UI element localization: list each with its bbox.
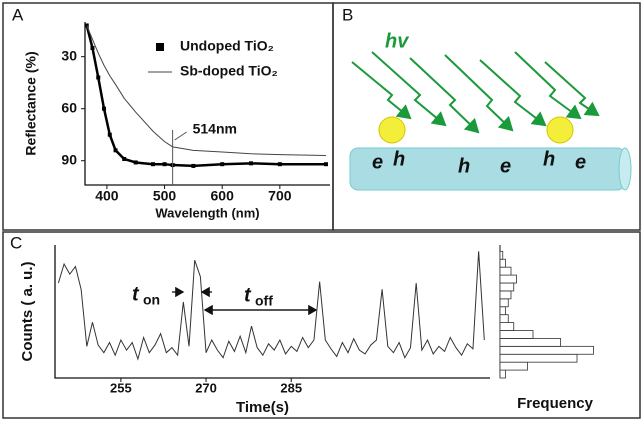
x-tick-label: 255	[110, 380, 132, 395]
x-tick-label: 270	[195, 380, 217, 395]
panel-label: B	[342, 5, 353, 24]
marker	[133, 160, 138, 165]
series-line	[86, 25, 326, 157]
axes	[54, 245, 490, 379]
y-axis-label: Counts ( a. u.)	[19, 262, 36, 362]
marker	[191, 163, 196, 168]
rod-end	[618, 147, 632, 191]
marker	[162, 162, 167, 167]
hist-bar	[499, 266, 512, 276]
marker	[151, 162, 156, 167]
x-tick-label: 400	[95, 188, 119, 204]
y-tick-label: 90	[61, 151, 77, 167]
panel-label: C	[10, 233, 22, 252]
diagram: hv e h h e h e	[349, 30, 632, 191]
carrier: h	[543, 148, 555, 170]
x-tick-label: 500	[153, 188, 177, 204]
marker	[107, 132, 112, 137]
y-axis-label: Reflectance (%)	[23, 51, 39, 155]
y-tick-label: 60	[61, 99, 77, 115]
hist-bar	[499, 290, 512, 300]
x-tick-label: 285	[280, 380, 302, 395]
panel-label: A	[12, 5, 24, 24]
y-tick-label: 30	[61, 47, 77, 63]
marker	[277, 162, 282, 167]
carrier: e	[500, 155, 511, 177]
legend-label: Undoped TiO₂	[180, 38, 274, 54]
hist-bar	[499, 361, 528, 371]
carrier: e	[372, 151, 383, 173]
hist-bar	[499, 322, 515, 331]
hist-bar	[499, 353, 578, 363]
annotation-sub: on	[143, 292, 160, 308]
annotation-leader	[174, 131, 187, 141]
marker	[323, 162, 328, 167]
marker	[220, 162, 225, 167]
annotation-t: t	[244, 284, 252, 306]
hist-bar	[499, 369, 506, 379]
x-axis-label: Wavelength (nm)	[155, 205, 259, 220]
carrier: h	[393, 148, 405, 170]
marker	[90, 46, 95, 51]
marker	[113, 148, 118, 153]
axes	[84, 22, 330, 186]
photon-label: hv	[385, 30, 410, 52]
annotation-sub: off	[255, 293, 273, 309]
carrier: e	[575, 151, 586, 173]
trace	[57, 251, 485, 361]
x-axis-label: Frequency	[517, 395, 594, 412]
x-tick-label: 700	[268, 188, 292, 204]
hist-bar	[499, 314, 509, 323]
x-axis-label: Time(s)	[236, 399, 289, 416]
x-tick-label: 600	[211, 188, 235, 204]
legend-marker	[156, 43, 164, 51]
legend-label: Sb-doped TiO₂	[180, 63, 278, 79]
annotation-t: t	[132, 283, 140, 305]
panel-b-frame	[332, 2, 641, 231]
marker	[249, 161, 254, 166]
hist-bar	[499, 338, 561, 347]
hist-bar	[499, 258, 506, 268]
hist-bar	[499, 250, 504, 260]
hist-bar	[499, 282, 515, 292]
marker	[122, 156, 127, 161]
carrier: h	[458, 155, 470, 177]
hist-bar	[499, 306, 506, 316]
panel-c-frame	[2, 231, 641, 419]
hist-bar	[499, 330, 534, 339]
marker	[102, 106, 107, 111]
annotation: 514nm	[193, 121, 237, 137]
series-line	[85, 25, 326, 168]
hist-bar	[499, 345, 594, 355]
hist-bar	[499, 298, 509, 308]
marker	[96, 75, 101, 80]
hist-bar	[499, 274, 517, 284]
